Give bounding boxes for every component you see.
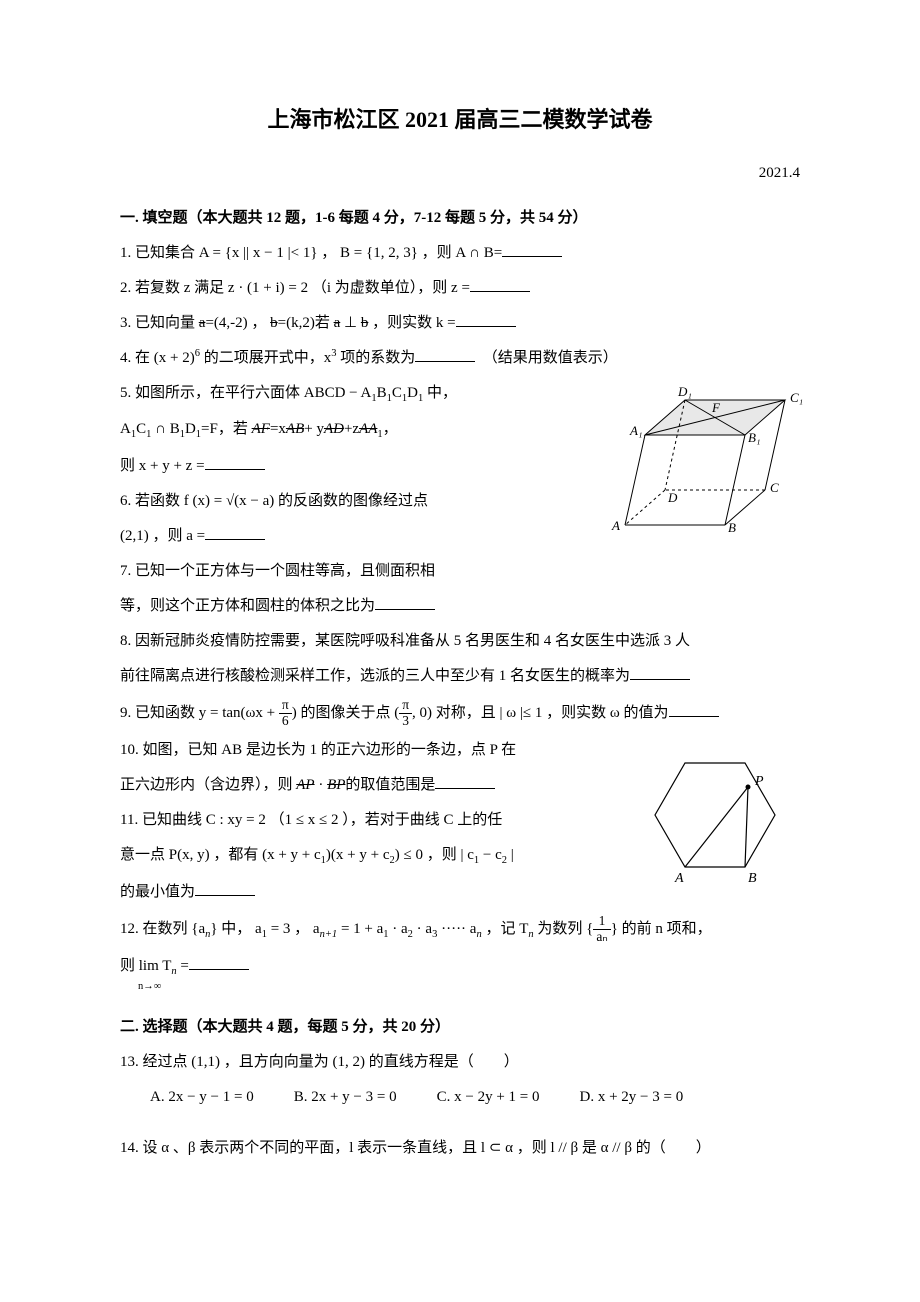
q13-opt-d: D. x + 2y − 3 = 0 (580, 1084, 684, 1111)
section1-header: 一. 填空题（本大题共 12 题，1-6 每题 4 分，7-12 每题 5 分，… (120, 205, 800, 232)
q4-c: 项的系数为 (336, 350, 415, 366)
q5-line2: A1C1 ∩ B1D1=F，若 AF=xAB+ yAD+zAA1， (120, 416, 562, 445)
q4-blank (415, 347, 475, 362)
q2-text: 2. 若复数 z 满足 z · (1 + i) = 2 （i 为虚数单位），则 … (120, 280, 470, 296)
q6-blank (205, 525, 265, 540)
vec-ad: AD (324, 421, 344, 437)
q12: 12. 在数列 {an} 中， a1 = 3 ， an+1 = 1 + a1 ·… (120, 914, 800, 945)
label-D1: D₁ (677, 384, 692, 399)
q7b: 等，则这个正方体和圆柱的体积之比为 (120, 593, 800, 620)
q9-blank (669, 702, 719, 717)
q5-c: C (392, 385, 402, 401)
label-A: A (611, 518, 620, 533)
q3-eq2: =(k,2)若 (278, 315, 334, 331)
q5-e: 中， (423, 385, 457, 401)
q4-a: 4. 在 (x + 2) (120, 350, 195, 366)
q2: 2. 若复数 z 满足 z · (1 + i) = 2 （i 为虚数单位），则 … (120, 275, 800, 302)
q12-line2: 则 lim Tn = n→∞ (120, 953, 800, 997)
q3-a: 3. 已知向量 (120, 315, 199, 331)
q8a: 8. 因新冠肺炎疫情防控需要，某医院呼吸科准备从 5 名男医生和 4 名女医生中… (120, 628, 800, 655)
label-F: F (711, 400, 721, 415)
q5: 5. 如图所示，在平行六面体 ABCD − A1B1C1D1 中， (120, 380, 562, 409)
q5-ans: 则 x + y + z = (120, 453, 562, 480)
q3: 3. 已知向量 a=(4,-2) ， b=(k,2)若 a ⊥ b ，则实数 k… (120, 310, 800, 337)
label-A1: A₁ (629, 423, 642, 438)
q8-blank (630, 665, 690, 680)
q5-b: B (377, 385, 387, 401)
q11g: 的最小值为 (120, 879, 610, 906)
q6b: (2,1) ，则 a = (120, 523, 562, 550)
q13: 13. 经过点 (1,1) ，且方向向量为 (1, 2) 的直线方程是（ ） (120, 1049, 800, 1076)
frac-1an: 1aₙ (593, 914, 610, 945)
q9: 9. 已知函数 y = tan(ωx + π6) 的图像关于点 (π3, 0) … (120, 698, 800, 729)
q13-opt-c: C. x − 2y + 1 = 0 (437, 1084, 540, 1111)
q3-perp: ⊥ (340, 315, 361, 331)
label-C1: C₁ (790, 390, 803, 405)
q10-blank (435, 774, 495, 789)
label-P: P (754, 774, 764, 789)
q11a: 11. 已知曲线 C : xy = 2 （1 ≤ x ≤ 2 ），若对于曲线 C… (120, 807, 610, 834)
q6: 6. 若函数 f (x) = √(x − a) 的反函数的图像经过点 (120, 488, 562, 515)
exam-date: 2021.4 (120, 160, 800, 187)
vec-ab: AB (286, 421, 304, 437)
label-B1: B₁ (748, 430, 760, 445)
q11-blank (195, 881, 255, 896)
vec-bp: BP (327, 777, 345, 793)
q1-text: 1. 已知集合 A = {x || x − 1 |< 1} ， B = {1, … (120, 245, 502, 261)
q12-blank (189, 955, 249, 970)
vec-ap: AP (296, 777, 314, 793)
q3-blank (456, 312, 516, 327)
limit-sub: n→∞ (138, 978, 800, 997)
label-B: B (728, 520, 736, 535)
vec-aa: AA (359, 421, 377, 437)
q1: 1. 已知集合 A = {x || x − 1 |< 1} ， B = {1, … (120, 240, 800, 267)
vec-b-1: b (270, 315, 278, 331)
section2-header: 二. 选择题（本大题共 4 题，每题 5 分，共 20 分） (120, 1014, 800, 1041)
q13-opt-a: A. 2x − y − 1 = 0 (150, 1084, 254, 1111)
q4: 4. 在 (x + 2)6 的二项展开式中，x3 项的系数为 （结果用数值表示） (120, 345, 800, 372)
exam-title: 上海市松江区 2021 届高三二模数学试卷 (120, 100, 800, 140)
q3-eq1: =(4,-2) ， (205, 315, 270, 331)
frac-pi6: π6 (279, 698, 292, 729)
q1-blank (502, 242, 562, 257)
parallelepiped-figure: D₁ F C₁ A₁ B₁ C D A B (590, 380, 820, 540)
label-C: C (770, 480, 779, 495)
q7a: 7. 已知一个正方体与一个圆柱等高，且侧面积相 (120, 558, 800, 585)
q7-blank (375, 595, 435, 610)
q4-note: （结果用数值表示） (490, 350, 618, 366)
label-D: D (667, 490, 678, 505)
q5-a: 5. 如图所示，在平行六面体 ABCD − A (120, 385, 371, 401)
q11b: 意一点 P(x, y) ，都有 (x + y + c1)(x + y + c2)… (120, 842, 610, 871)
q8b: 前往隔离点进行核酸检测采样工作，选派的三人中至少有 1 名女医生的概率为 (120, 663, 800, 690)
q5-d: D (407, 385, 418, 401)
vec-af: AF (252, 421, 270, 437)
label-hex-B: B (748, 871, 757, 886)
label-hex-A: A (674, 871, 684, 886)
frac-pi3: π3 (399, 698, 412, 729)
q10b: 正六边形内（含边界），则 AP · BP的取值范围是 (120, 772, 610, 799)
q2-blank (470, 277, 530, 292)
q4-b: 的二项展开式中，x (200, 350, 331, 366)
q13-opt-b: B. 2x + y − 3 = 0 (294, 1084, 397, 1111)
hexagon-figure: P A B (630, 737, 800, 887)
q10a: 10. 如图，已知 AB 是边长为 1 的正六边形的一条边，点 P 在 (120, 737, 610, 764)
q13-options: A. 2x − y − 1 = 0 B. 2x + y − 3 = 0 C. x… (150, 1084, 800, 1111)
q14: 14. 设 α 、β 表示两个不同的平面，l 表示一条直线，且 l ⊂ α ，则… (120, 1135, 800, 1162)
q5-blank (205, 455, 265, 470)
q3-tail: ，则实数 k = (368, 315, 455, 331)
